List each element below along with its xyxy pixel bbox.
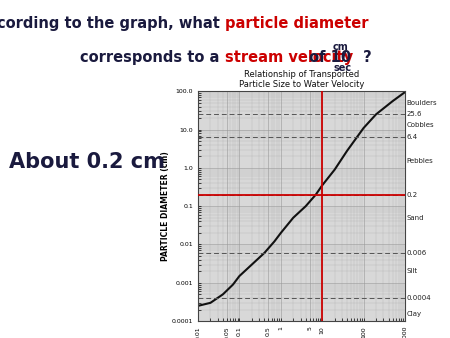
Text: Pebbles: Pebbles [407,158,433,164]
Title: Relationship of Transported
Particle Size to Water Velocity: Relationship of Transported Particle Siz… [239,70,364,89]
Text: Silt: Silt [407,268,418,274]
Text: of 10: of 10 [304,50,356,65]
Text: ?: ? [358,50,372,65]
Text: 0.0004: 0.0004 [407,295,432,301]
Text: About 0.2 cm: About 0.2 cm [9,152,165,172]
Text: Cobbles: Cobbles [407,122,434,128]
Text: /: / [342,52,346,63]
Y-axis label: PARTICLE DIAMETER (cm): PARTICLE DIAMETER (cm) [162,151,171,261]
Text: particle diameter: particle diameter [225,16,369,31]
Text: cm: cm [333,42,349,52]
Text: 6.4: 6.4 [407,134,418,140]
Text: 0.006: 0.006 [407,250,427,256]
Text: Boulders: Boulders [407,100,437,106]
Text: 0.2: 0.2 [407,192,418,198]
Text: 25.6: 25.6 [407,111,422,117]
Text: stream velocity: stream velocity [225,50,353,65]
Text: According to the graph, what: According to the graph, what [0,16,225,31]
Text: sec: sec [333,63,351,73]
Text: Sand: Sand [407,215,424,221]
Text: corresponds to a: corresponds to a [81,50,225,65]
Text: Clay: Clay [407,311,422,317]
